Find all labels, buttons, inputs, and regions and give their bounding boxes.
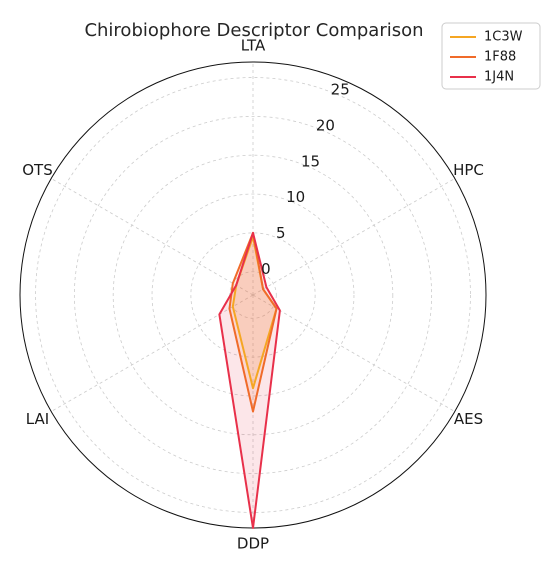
tick-label-15: 15 (301, 152, 320, 170)
series-layer (218, 231, 281, 529)
legend-box (441, 22, 541, 90)
spoke-aes (252, 294, 455, 412)
tick-label-25: 25 (331, 81, 350, 99)
series-1j4n-fill (219, 232, 280, 528)
legend: 1C3W 1F88 1J4N (441, 22, 541, 90)
series-1f88-line-group (228, 231, 278, 413)
axis-label-lai: LAI (26, 410, 49, 428)
series-1f88-fill (229, 232, 277, 412)
axis-labels: LTA HPC AES DDP LAI OTS (22, 37, 484, 553)
legend-entry-1c3w: 1C3W (484, 30, 523, 45)
tick-label-5: 5 (276, 224, 286, 242)
tick-label-10: 10 (286, 188, 305, 206)
series-1j4n-line-group (218, 231, 281, 529)
series-1j4n-area (219, 232, 280, 528)
series-1j4n-line (218, 231, 281, 529)
grid-ring-20 (73, 115, 433, 475)
spoke-hpc (252, 178, 455, 296)
axis-label-hpc: HPC (453, 161, 484, 179)
grid-ring-10 (151, 193, 355, 397)
axis-label-ots: OTS (22, 161, 53, 179)
spoke-ots (51, 178, 254, 296)
legend-entry-1j4n: 1J4N (484, 70, 514, 85)
grid-ring-15 (112, 154, 394, 436)
legend-entry-1f88: 1F88 (484, 50, 516, 65)
chart-title: Chirobiophore Descriptor Comparison (84, 20, 423, 41)
axis-label-lta: LTA (241, 37, 266, 55)
tick-label-20: 20 (316, 116, 335, 134)
grid-ring-25 (35, 77, 471, 513)
tick-label-0: 0 (261, 260, 271, 278)
axis-label-aes: AES (454, 410, 483, 428)
series-1f88-line (228, 231, 278, 413)
axis-label-ddp: DDP (237, 534, 269, 552)
series-1f88-area (229, 232, 277, 412)
